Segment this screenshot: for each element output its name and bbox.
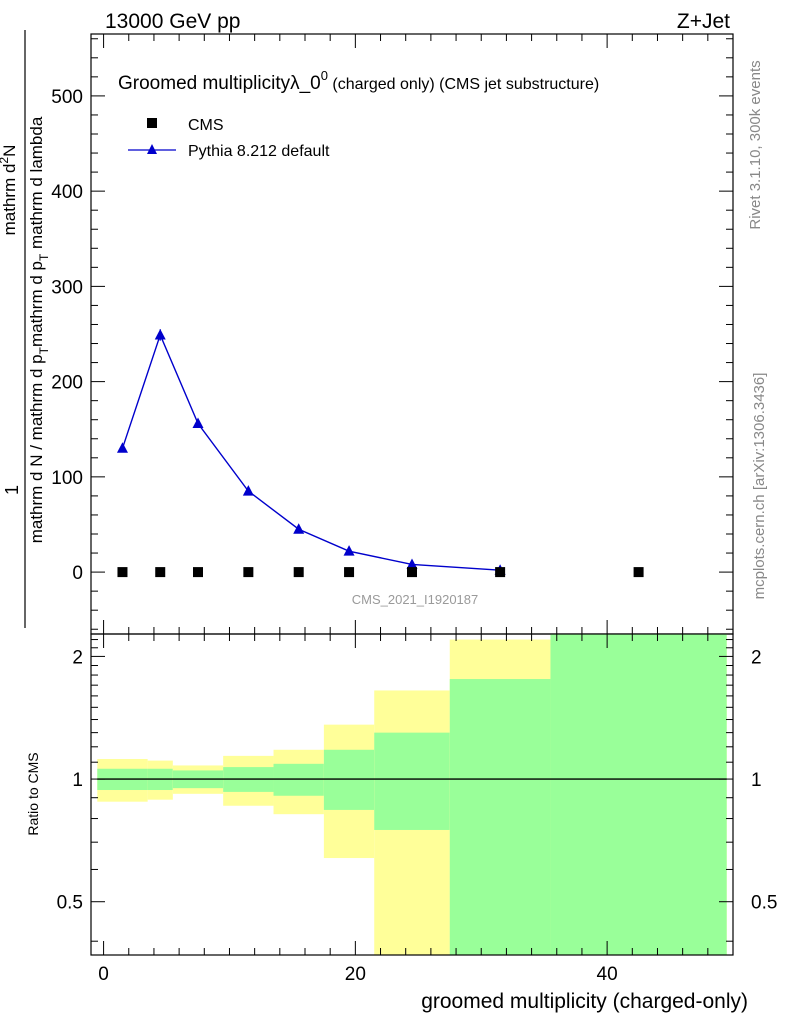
ratio-ticks: 0.5 0.5 1 1 2 2 [57,639,777,942]
ratio-tick-label-left-2: 2 [72,647,83,668]
x-axis-label: groomed multiplicity (charged-only) [421,990,748,1013]
ratio-band-inner-8 [550,634,727,955]
legend-cms-marker [147,118,157,128]
cms-point-0 [117,567,128,578]
cms-point-4 [293,567,304,578]
header-process-label: 13000 GeV pp [105,10,240,33]
ratio-band-inner-5 [323,749,375,810]
pythia-point-4 [293,523,305,534]
ratio-band-inner-4 [273,763,324,796]
ratio-panel: 0.5 0.5 1 1 2 2 Ratio to CMS [25,633,777,956]
x-axis-ticks: 0 20 40 [98,34,709,985]
cms-point-5 [344,567,355,578]
ratio-bands [97,634,727,955]
cms-point-3 [243,567,254,578]
ratio-band-inner-6 [374,732,450,830]
pythia-point-1 [154,328,166,340]
main-tick-label-1: 100 [51,468,83,489]
legend-pythia-label: Pythia 8.212 default [188,143,330,160]
main-plot-panel: 0 100 200 300 400 500 Groomed multiplicityλ_0… [51,33,734,635]
main-tick-label-4: 400 [51,182,83,203]
rivet-version-label: Rivet 3.1.10, 300k events [747,60,764,229]
ratio-tick-label-right-1: 1 [751,770,762,791]
main-y-axis-label: 1 mathrm d N / mathrm d pTmathrm d pT ma… [0,30,51,628]
cms-point-8 [633,567,644,578]
x-tick-label-1: 20 [345,964,366,985]
main-tick-label-0: 0 [72,563,83,584]
y-label-prefix: 1 [2,485,22,495]
cms-point-2 [193,567,203,578]
main-plot-ticks: 0 100 200 300 400 500 [51,38,733,630]
main-plot-marks [116,328,644,578]
ratio-tick-label-right-2: 2 [751,647,762,668]
ratio-frame [90,633,734,956]
x-tick-label-0: 0 [98,964,109,985]
pythia-point-6 [406,558,418,569]
pythia-point-2 [192,417,204,429]
cms-point-7 [495,567,506,578]
main-tick-label-2: 200 [51,373,83,394]
header-analysis-label: Z+Jet [677,10,730,33]
ratio-y-label: Ratio to CMS [25,752,41,835]
legend-pythia-marker [147,144,157,154]
mcplots-label: mcplots.cern.ch [arXiv:1306.3436] [751,373,768,600]
pythia-point-5 [343,545,355,556]
main-tick-label-3: 300 [51,277,83,298]
analysis-watermark: CMS_2021_I1920187 [352,592,479,607]
cms-point-1 [155,567,166,578]
ratio-tick-label-left-0: 0.5 [57,893,83,914]
pythia-point-3 [242,485,254,496]
legend-cms-label: CMS [188,117,224,134]
y-label-denominator: mathrm d N / mathrm d pTmathrm d pT math… [27,116,51,543]
main-tick-label-5: 500 [51,87,83,108]
y-label-numerator: mathrm d2N [0,145,19,236]
cms-point-6 [407,567,417,578]
plot-title: Groomed multiplicityλ_00 (charged only) … [118,68,599,94]
ratio-tick-label-left-1: 1 [72,770,83,791]
pythia-series-line [121,332,501,571]
ratio-tick-label-right-0: 0.5 [751,893,777,914]
ratio-band-inner-7 [449,679,551,955]
x-tick-label-2: 40 [597,964,618,985]
pythia-point-0 [116,442,128,453]
